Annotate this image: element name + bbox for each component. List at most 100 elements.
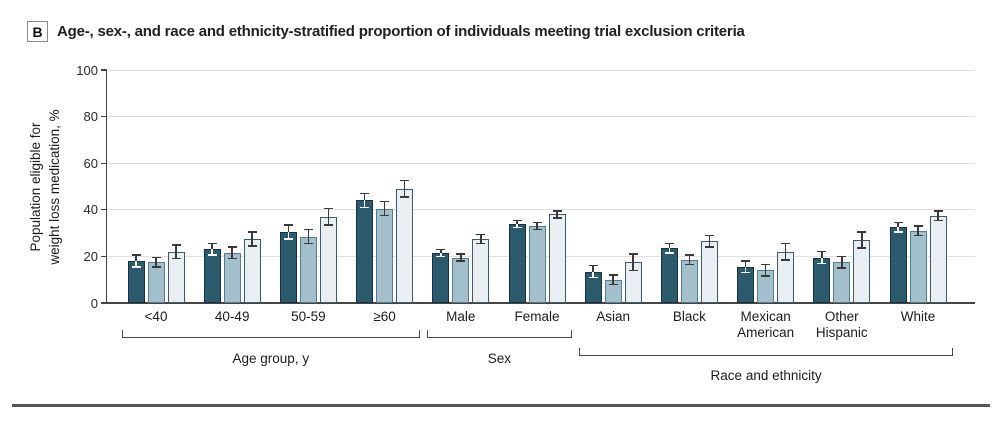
error-bar-cap xyxy=(684,254,694,256)
error-bar-whisker xyxy=(897,222,899,228)
y-axis-tick xyxy=(101,162,107,164)
bar xyxy=(909,230,927,303)
error-bar-cap xyxy=(913,225,923,227)
error-bar-whisker xyxy=(937,210,939,216)
error-bar-cap xyxy=(552,217,562,219)
error-bar-cap xyxy=(608,274,618,276)
error-bar-whisker xyxy=(592,265,594,272)
error-bar-whisker xyxy=(688,255,691,260)
category-bracket xyxy=(579,348,953,356)
error-bar-whisker xyxy=(764,270,767,277)
y-tick-label: 100 xyxy=(76,62,98,78)
error-bar-whisker xyxy=(556,210,558,215)
error-bar-cap xyxy=(227,246,237,248)
bar xyxy=(203,249,221,303)
category-label: Age group, y xyxy=(232,351,310,366)
error-bar-cap xyxy=(817,250,827,253)
y-tick-label: 80 xyxy=(83,109,98,125)
error-bar-whisker xyxy=(211,243,213,250)
error-bar-cap xyxy=(360,206,370,209)
bar xyxy=(223,252,241,303)
error-bar-whisker xyxy=(632,262,634,271)
error-bar-cap xyxy=(664,252,674,254)
error-bar-whisker xyxy=(632,254,634,263)
error-bar-cap xyxy=(151,266,161,268)
error-bar-whisker xyxy=(440,252,442,257)
bar xyxy=(356,200,374,303)
y-tick-label: 60 xyxy=(83,155,98,171)
error-bar-whisker xyxy=(861,240,863,249)
error-bar-cap xyxy=(323,224,333,226)
error-bar-cap xyxy=(476,233,486,235)
error-bar-whisker xyxy=(287,231,290,239)
error-bar-cap xyxy=(171,257,181,260)
error-bar-whisker xyxy=(744,261,747,267)
bar xyxy=(452,257,470,303)
x-tick-label: Mexican American xyxy=(737,309,795,340)
error-bar-cap xyxy=(857,247,867,249)
error-bar-cap xyxy=(741,271,751,274)
y-axis-tick xyxy=(101,255,107,258)
error-bar-cap xyxy=(171,244,181,246)
error-bar-cap xyxy=(893,231,903,233)
error-bar-cap xyxy=(817,262,827,265)
error-bar-cap xyxy=(380,214,390,217)
error-bar-cap xyxy=(552,210,562,212)
error-bar-whisker xyxy=(668,243,671,249)
error-bar-cap xyxy=(664,242,674,245)
error-bar-cap xyxy=(207,254,217,256)
error-bar-cap xyxy=(761,275,771,277)
bar xyxy=(279,231,297,303)
error-bar-whisker xyxy=(897,227,899,232)
error-bar-cap xyxy=(151,256,161,259)
error-bar-whisker xyxy=(744,266,747,273)
error-bar-whisker xyxy=(688,259,691,265)
bar xyxy=(929,215,947,303)
error-bar-whisker xyxy=(135,261,137,267)
error-bar-cap xyxy=(704,246,714,248)
error-bar-whisker xyxy=(327,208,330,217)
error-bar-cap xyxy=(837,255,847,258)
error-bar-whisker xyxy=(612,275,614,280)
error-bar-whisker xyxy=(861,231,863,241)
error-bar-whisker xyxy=(937,215,939,221)
x-tick-label: Female xyxy=(514,309,560,324)
x-axis-line xyxy=(106,302,975,304)
y-axis-tick xyxy=(101,209,107,211)
error-bar-whisker xyxy=(440,249,442,253)
error-bar-cap xyxy=(476,242,486,245)
x-tick-label: ≥60 xyxy=(373,309,396,324)
error-bar-whisker xyxy=(516,220,518,224)
error-bar-whisker xyxy=(307,236,310,244)
error-bar-cap xyxy=(684,263,694,266)
error-bar-whisker xyxy=(307,229,310,237)
error-bar-cap xyxy=(207,242,217,245)
y-axis-title-line2: weight loss medication, % xyxy=(47,109,62,265)
error-bar-cap xyxy=(323,207,333,210)
error-bar-whisker xyxy=(556,214,558,218)
error-bar-cap xyxy=(608,283,618,286)
error-bar-cap xyxy=(227,257,237,260)
error-bar-whisker xyxy=(231,252,233,259)
y-axis-tick xyxy=(101,115,107,118)
gridline xyxy=(107,69,975,71)
bar xyxy=(548,214,566,303)
error-bar-cap xyxy=(247,231,257,233)
error-bar-cap xyxy=(588,276,598,279)
error-bar-whisker xyxy=(403,180,406,189)
error-bar-cap xyxy=(131,266,141,268)
error-bar-whisker xyxy=(480,234,482,239)
y-axis-title: Population eligible for weight loss medi… xyxy=(26,67,66,307)
error-bar-whisker xyxy=(917,230,919,236)
error-bar-whisker xyxy=(536,226,538,230)
error-bar-cap xyxy=(283,224,293,226)
error-bar-cap xyxy=(628,253,638,255)
error-bar-whisker xyxy=(287,224,290,232)
y-axis-line xyxy=(106,70,108,303)
bar xyxy=(680,259,698,303)
x-tick-label: Asian xyxy=(596,309,631,324)
figure-bottom-rule xyxy=(12,404,990,407)
x-tick-label: Black xyxy=(672,309,706,324)
error-bar-whisker xyxy=(708,241,711,248)
